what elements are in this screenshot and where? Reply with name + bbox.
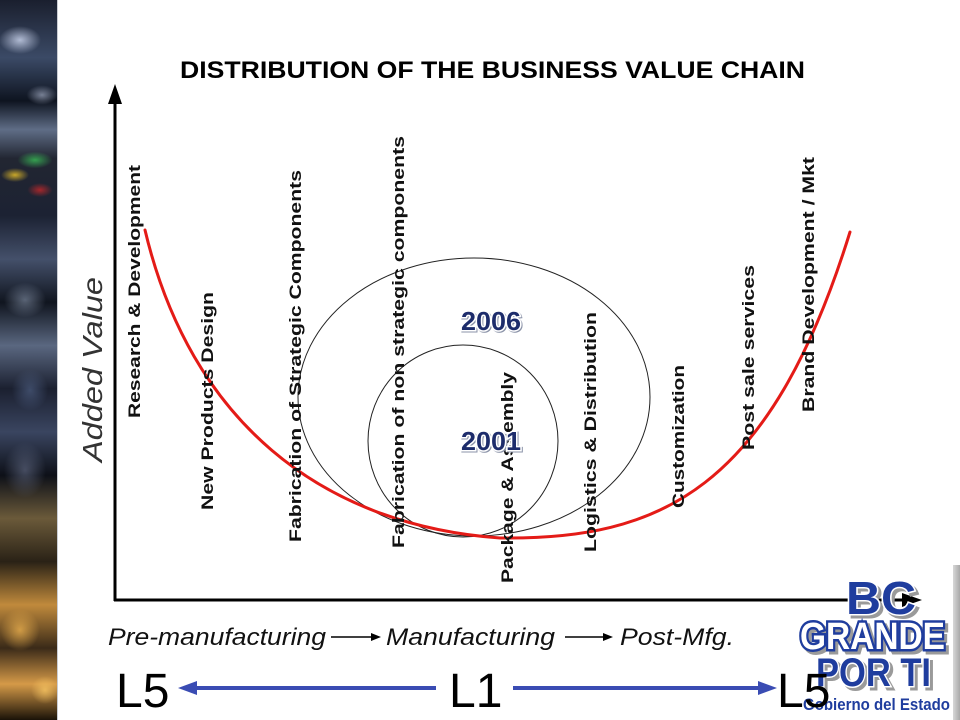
logo-bc: BC [846, 572, 916, 624]
stage-label-research-development: Research & Development [125, 165, 144, 418]
y-axis-label: Added Value [77, 277, 108, 464]
year-label-2006: 2006 [461, 306, 521, 336]
level-label-center: L1 [449, 665, 502, 718]
right-edge-shade [953, 565, 960, 720]
phase-arrow-1-head [371, 633, 381, 641]
stage-label-logistics-distribution: Logistics & Distribution [581, 312, 600, 552]
logo-tagline: Gobierno del Estado [803, 695, 950, 714]
level-label-right: L5 [777, 665, 830, 718]
year-label-2001: 2001 [461, 426, 521, 456]
stage-label-brand-development: Brand Development / Mkt [799, 157, 818, 412]
slide-title: DISTRIBUTION OF THE BUSINESS VALUE CHAIN [180, 57, 805, 84]
bc-grande-logo: BC GRANDE POR TI Gobierno del Estado [798, 571, 951, 715]
x-axis-arrowhead [902, 593, 922, 607]
phase-manufacturing: Manufacturing [386, 624, 556, 651]
value-smile-curve [143, 228, 852, 540]
level-arrow-right-head [758, 681, 777, 695]
level-label-left: L5 [116, 665, 169, 718]
y-axis-arrowhead [108, 84, 122, 104]
factory-photo-strip [0, 0, 58, 720]
logo-grande: GRANDE [800, 616, 945, 658]
phase-pre-manufacturing: Pre-manufacturing [108, 624, 327, 651]
inner-ellipse-2001 [367, 344, 559, 538]
phase-post-mfg: Post-Mfg. [620, 624, 734, 651]
logo-por-ti: POR TI [816, 651, 931, 695]
stage-label-non-strategic-components: Fabrication of non strategic components [389, 136, 408, 548]
phase-arrow-2-head [603, 633, 613, 641]
stage-label-package-assembly: Package & Assembly [498, 371, 517, 583]
stage-label-strategic-components: Fabrication of Strategic Components [286, 170, 305, 542]
stage-label-post-sale-services: Post sale services [739, 265, 758, 450]
level-arrow-left-head [178, 681, 197, 695]
stage-label-new-products-design: New Products Design [198, 292, 217, 510]
stage-label-customization: Customization [669, 365, 688, 508]
